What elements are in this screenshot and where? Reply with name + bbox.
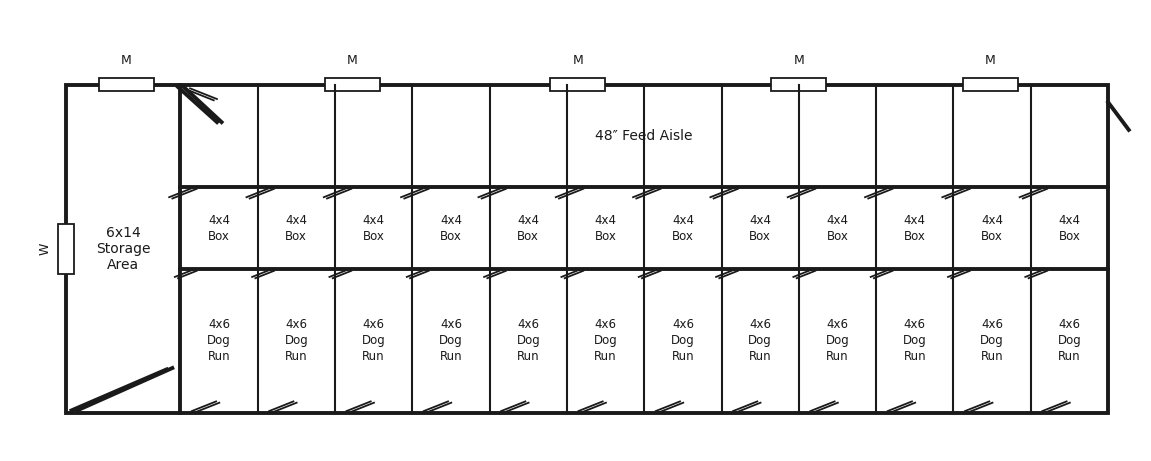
Text: 4x6
Dog
Run: 4x6 Dog Run: [748, 319, 772, 363]
Text: 4x6
Dog
Run: 4x6 Dog Run: [361, 319, 386, 363]
Bar: [58, 224, 74, 274]
Bar: [550, 78, 605, 91]
Bar: [99, 78, 154, 91]
Text: 4x6
Dog
Run: 4x6 Dog Run: [825, 319, 849, 363]
Text: 4x4
Box: 4x4 Box: [285, 214, 307, 243]
Text: 4x6
Dog
Run: 4x6 Dog Run: [594, 319, 617, 363]
Text: 4x4
Box: 4x4 Box: [440, 214, 462, 243]
Text: 4x4
Box: 4x4 Box: [826, 214, 848, 243]
Text: 4x4
Box: 4x4 Box: [595, 214, 617, 243]
Text: M: M: [572, 53, 584, 66]
Text: 4x6
Dog
Run: 4x6 Dog Run: [207, 319, 231, 363]
Text: 4x4
Box: 4x4 Box: [208, 214, 230, 243]
Text: 4x6
Dog
Run: 4x6 Dog Run: [981, 319, 1004, 363]
Text: 4x4
Box: 4x4 Box: [1059, 214, 1081, 243]
Text: 4x4
Box: 4x4 Box: [749, 214, 771, 243]
Bar: [962, 78, 1017, 91]
Text: 4x4
Box: 4x4 Box: [517, 214, 540, 243]
Text: 4x4
Box: 4x4 Box: [981, 214, 1004, 243]
Text: M: M: [121, 53, 132, 66]
Text: 4x4
Box: 4x4 Box: [363, 214, 384, 243]
Text: 4x6
Dog
Run: 4x6 Dog Run: [517, 319, 540, 363]
Text: 4x6
Dog
Run: 4x6 Dog Run: [284, 319, 308, 363]
Text: 4x6
Dog
Run: 4x6 Dog Run: [671, 319, 695, 363]
Text: 4x4
Box: 4x4 Box: [904, 214, 925, 243]
Text: 4x4
Box: 4x4 Box: [672, 214, 694, 243]
Text: 4x6
Dog
Run: 4x6 Dog Run: [904, 319, 927, 363]
Bar: [325, 78, 380, 91]
Text: W: W: [39, 242, 52, 255]
Text: M: M: [985, 53, 996, 66]
Text: 48″ Feed Aisle: 48″ Feed Aisle: [595, 129, 693, 143]
Text: 6x14
Storage
Area: 6x14 Storage Area: [96, 225, 151, 272]
Text: M: M: [793, 53, 805, 66]
Text: 4x6
Dog
Run: 4x6 Dog Run: [439, 319, 463, 363]
Bar: [771, 78, 826, 91]
Text: 4x6
Dog
Run: 4x6 Dog Run: [1058, 319, 1081, 363]
Text: M: M: [346, 53, 358, 66]
